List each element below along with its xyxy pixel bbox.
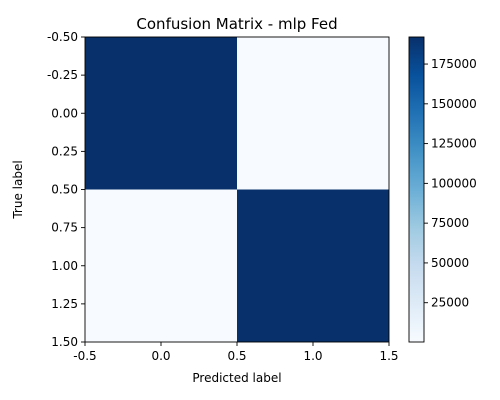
heatmap-cells <box>85 37 389 342</box>
y-tick-label: -0.25 <box>47 68 78 82</box>
colorbar-tick-label: 100000 <box>431 176 477 190</box>
colorbar-frame <box>408 36 425 343</box>
x-tick-label: 1.0 <box>303 349 322 363</box>
heatmap-cell-0-0 <box>85 37 237 190</box>
x-tick-label: 0.5 <box>227 349 246 363</box>
y-tick-label: 1.25 <box>51 297 78 311</box>
colorbar-tick-label: 75000 <box>431 216 469 230</box>
y-axis-ticks: -0.50 -0.25 0.00 0.25 0.50 0.75 1.00 1.25 1.50 <box>47 30 85 349</box>
colorbar-tick-label: 25000 <box>431 296 469 310</box>
colorbar <box>409 37 424 342</box>
chart-title: Confusion Matrix - mlp Fed <box>136 15 337 33</box>
x-axis-ticks: -0.5 0.0 0.5 1.0 1.5 <box>73 342 399 363</box>
y-tick-label: 0.00 <box>51 106 78 120</box>
colorbar-tick-label: 125000 <box>431 137 477 151</box>
colorbar-ticks: 25000 50000 75000 100000 125000 150000 175000 <box>424 57 477 310</box>
heatmap-cell-1-1 <box>237 189 389 342</box>
colorbar-tick-label: 50000 <box>431 256 469 270</box>
x-tick-label: -0.5 <box>73 349 96 363</box>
y-axis-label: True label <box>11 160 25 219</box>
x-axis-label: Predicted label <box>192 371 281 385</box>
y-tick-label: 1.00 <box>51 259 78 273</box>
x-tick-label: 0.0 <box>151 349 170 363</box>
x-tick-label: 1.5 <box>379 349 398 363</box>
y-tick-label: 0.25 <box>51 144 78 158</box>
y-tick-label: 0.75 <box>51 221 78 235</box>
y-tick-label: 0.50 <box>51 183 78 197</box>
y-tick-label: 1.50 <box>51 335 78 349</box>
heatmap-cell-0-1 <box>237 37 389 190</box>
y-tick-label: -0.50 <box>47 30 78 44</box>
heatmap-cell-1-0 <box>85 189 237 342</box>
colorbar-tick-label: 175000 <box>431 57 477 71</box>
colorbar-tick-label: 150000 <box>431 97 477 111</box>
